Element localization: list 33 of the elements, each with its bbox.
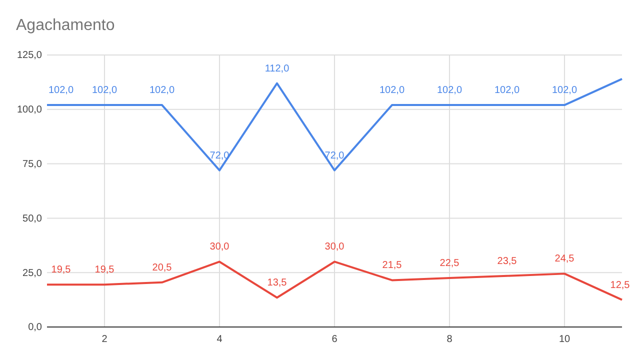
y-tick-label: 100,0 [16,104,42,116]
data-label: 112,0 [264,63,290,74]
chart-title: Agachamento [16,17,115,34]
data-label: 19,5 [94,264,115,276]
data-label: 21,5 [382,260,402,272]
data-label: 13,5 [267,278,288,289]
data-label: 24,5 [554,254,575,265]
data-label: 30,0 [324,242,345,253]
data-label: 102,0 [92,85,118,96]
x-tick-label: 6 [332,334,338,346]
y-tick-label: 50,0 [22,213,42,224]
data-label: 22,5 [440,258,460,270]
data-label: 102,0 [379,85,405,96]
data-label: 102,0 [149,85,175,96]
data-label: 102,0 [436,85,462,96]
y-tick-label: 125,0 [16,50,42,62]
y-tick-label: 25,0 [22,268,42,279]
y-tick-label: 0,0 [28,322,42,334]
data-label: 23,5 [497,256,518,267]
line-series [46,78,623,172]
data-label: 102,0 [494,85,520,96]
data-label: 20,5 [152,262,172,274]
data-label: 12,5 [610,280,630,291]
x-tick-label: 10 [558,334,570,346]
y-tick-label: 75,0 [22,159,42,170]
x-tick-label: 2 [102,334,108,346]
x-tick-label: 8 [446,334,453,346]
data-label: 102,0 [552,85,578,96]
data-label: 30,0 [210,242,230,253]
x-tick-label: 4 [216,334,223,346]
data-label: 19,5 [51,264,72,276]
data-label: 102,0 [48,85,74,96]
data-label: 72,0 [324,150,345,162]
